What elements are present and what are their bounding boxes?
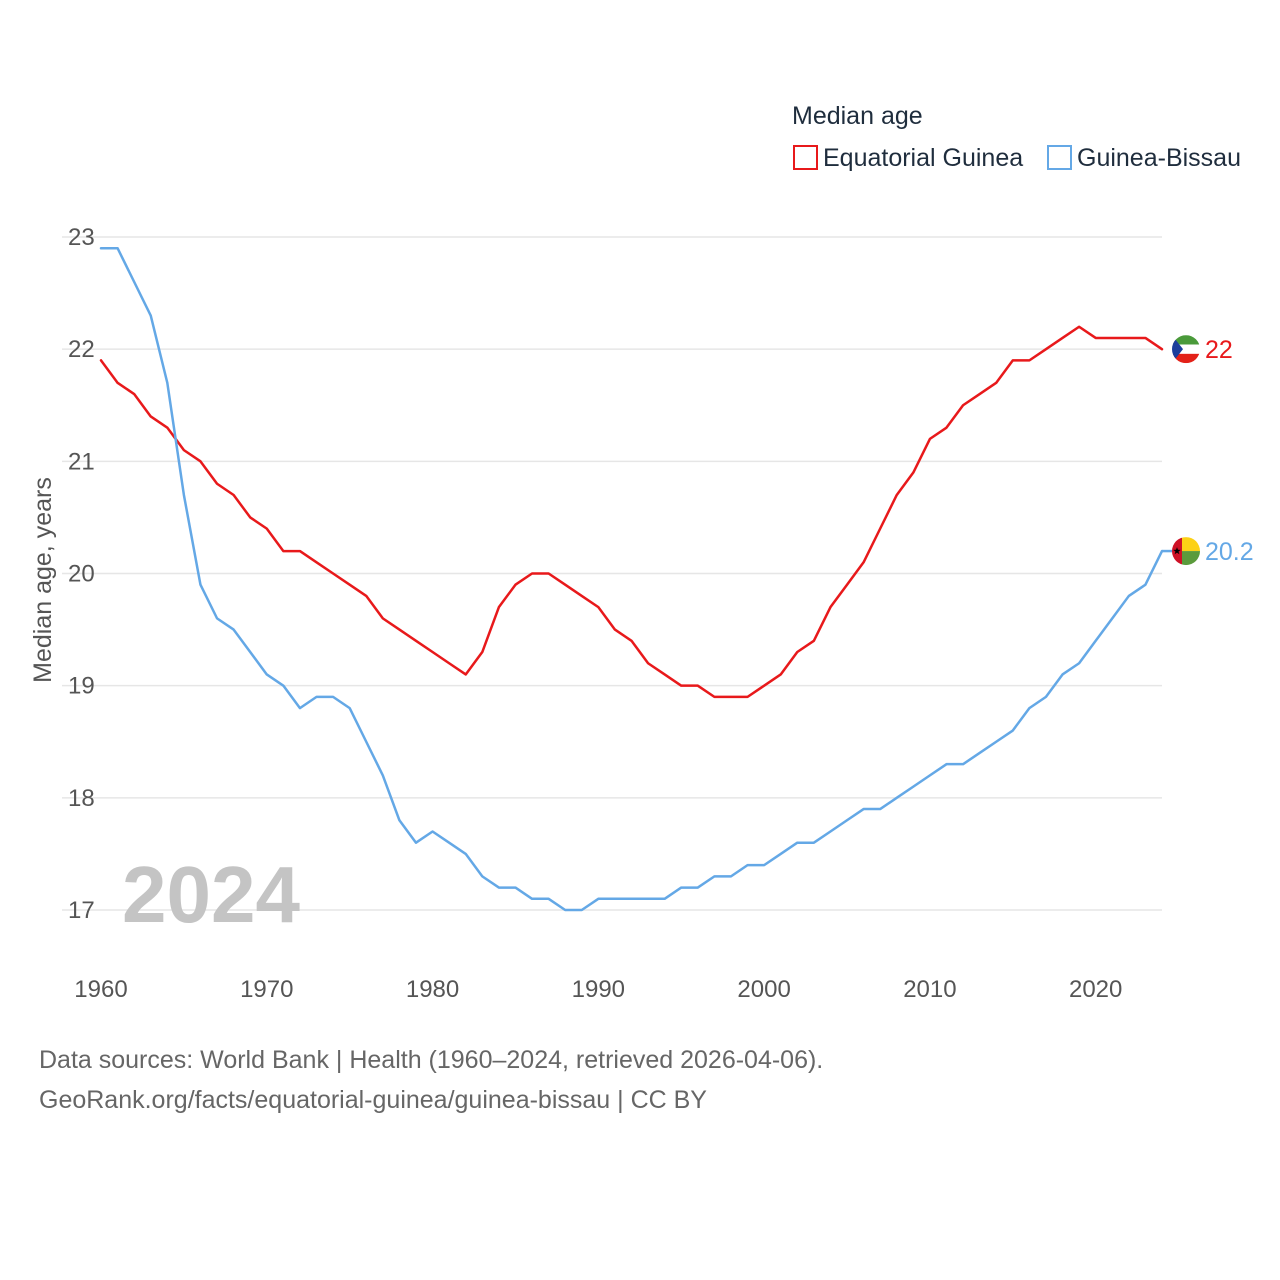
end-value-guinea-bissau: 20.2: [1205, 538, 1254, 566]
x-tick-label: 1970: [240, 976, 293, 1003]
equatorial-guinea-flag-icon: [1172, 335, 1200, 364]
legend-swatch-equatorial-guinea: [793, 145, 818, 170]
legend-label-equatorial-guinea: Equatorial Guinea: [823, 144, 1023, 172]
source-line-2: GeoRank.org/facts/equatorial-guinea/guin…: [39, 1086, 707, 1114]
y-tick-label: 21: [68, 448, 95, 475]
series-lines: [99, 246, 1164, 912]
source-note: Data sources: World Bank | Health (1960–…: [39, 1040, 823, 1120]
x-tick-label: 2000: [737, 976, 790, 1003]
year-watermark: 2024: [122, 850, 300, 939]
series-line-equatorial-guinea: [99, 325, 1164, 699]
x-tick-label: 2020: [1069, 976, 1122, 1003]
y-tick-label: 18: [68, 785, 95, 812]
x-tick-label: 1960: [74, 976, 127, 1003]
end-value-equatorial-guinea: 22: [1205, 336, 1233, 364]
series-line-guinea-bissau: [99, 246, 1164, 912]
y-axis-title: Median age, years: [29, 477, 57, 683]
y-tick-label: 22: [68, 336, 95, 363]
source-line-1: Data sources: World Bank | Health (1960–…: [39, 1046, 824, 1074]
y-tick-label: 23: [68, 224, 95, 251]
x-tick-label: 1990: [572, 976, 625, 1003]
y-tick-label: 19: [68, 673, 95, 700]
series-end-markers: 22 20.2: [1162, 335, 1254, 566]
legend-title: Median age: [792, 102, 923, 130]
legend-swatch-guinea-bissau: [1047, 145, 1072, 170]
legend: Median age Equatorial Guinea Guinea-Biss…: [792, 102, 1241, 172]
y-axis-ticks: 17 18 19 20 21 22 23: [68, 224, 95, 924]
x-tick-label: 1980: [406, 976, 459, 1003]
x-axis-ticks: 1960 1970 1980 1990 2000 2010 2020: [74, 976, 1122, 1003]
legend-label-guinea-bissau: Guinea-Bissau: [1077, 144, 1241, 172]
y-tick-label: 20: [68, 561, 95, 588]
x-tick-label: 2010: [903, 976, 956, 1003]
y-tick-label: 17: [68, 897, 95, 924]
gridlines: [62, 236, 1162, 911]
